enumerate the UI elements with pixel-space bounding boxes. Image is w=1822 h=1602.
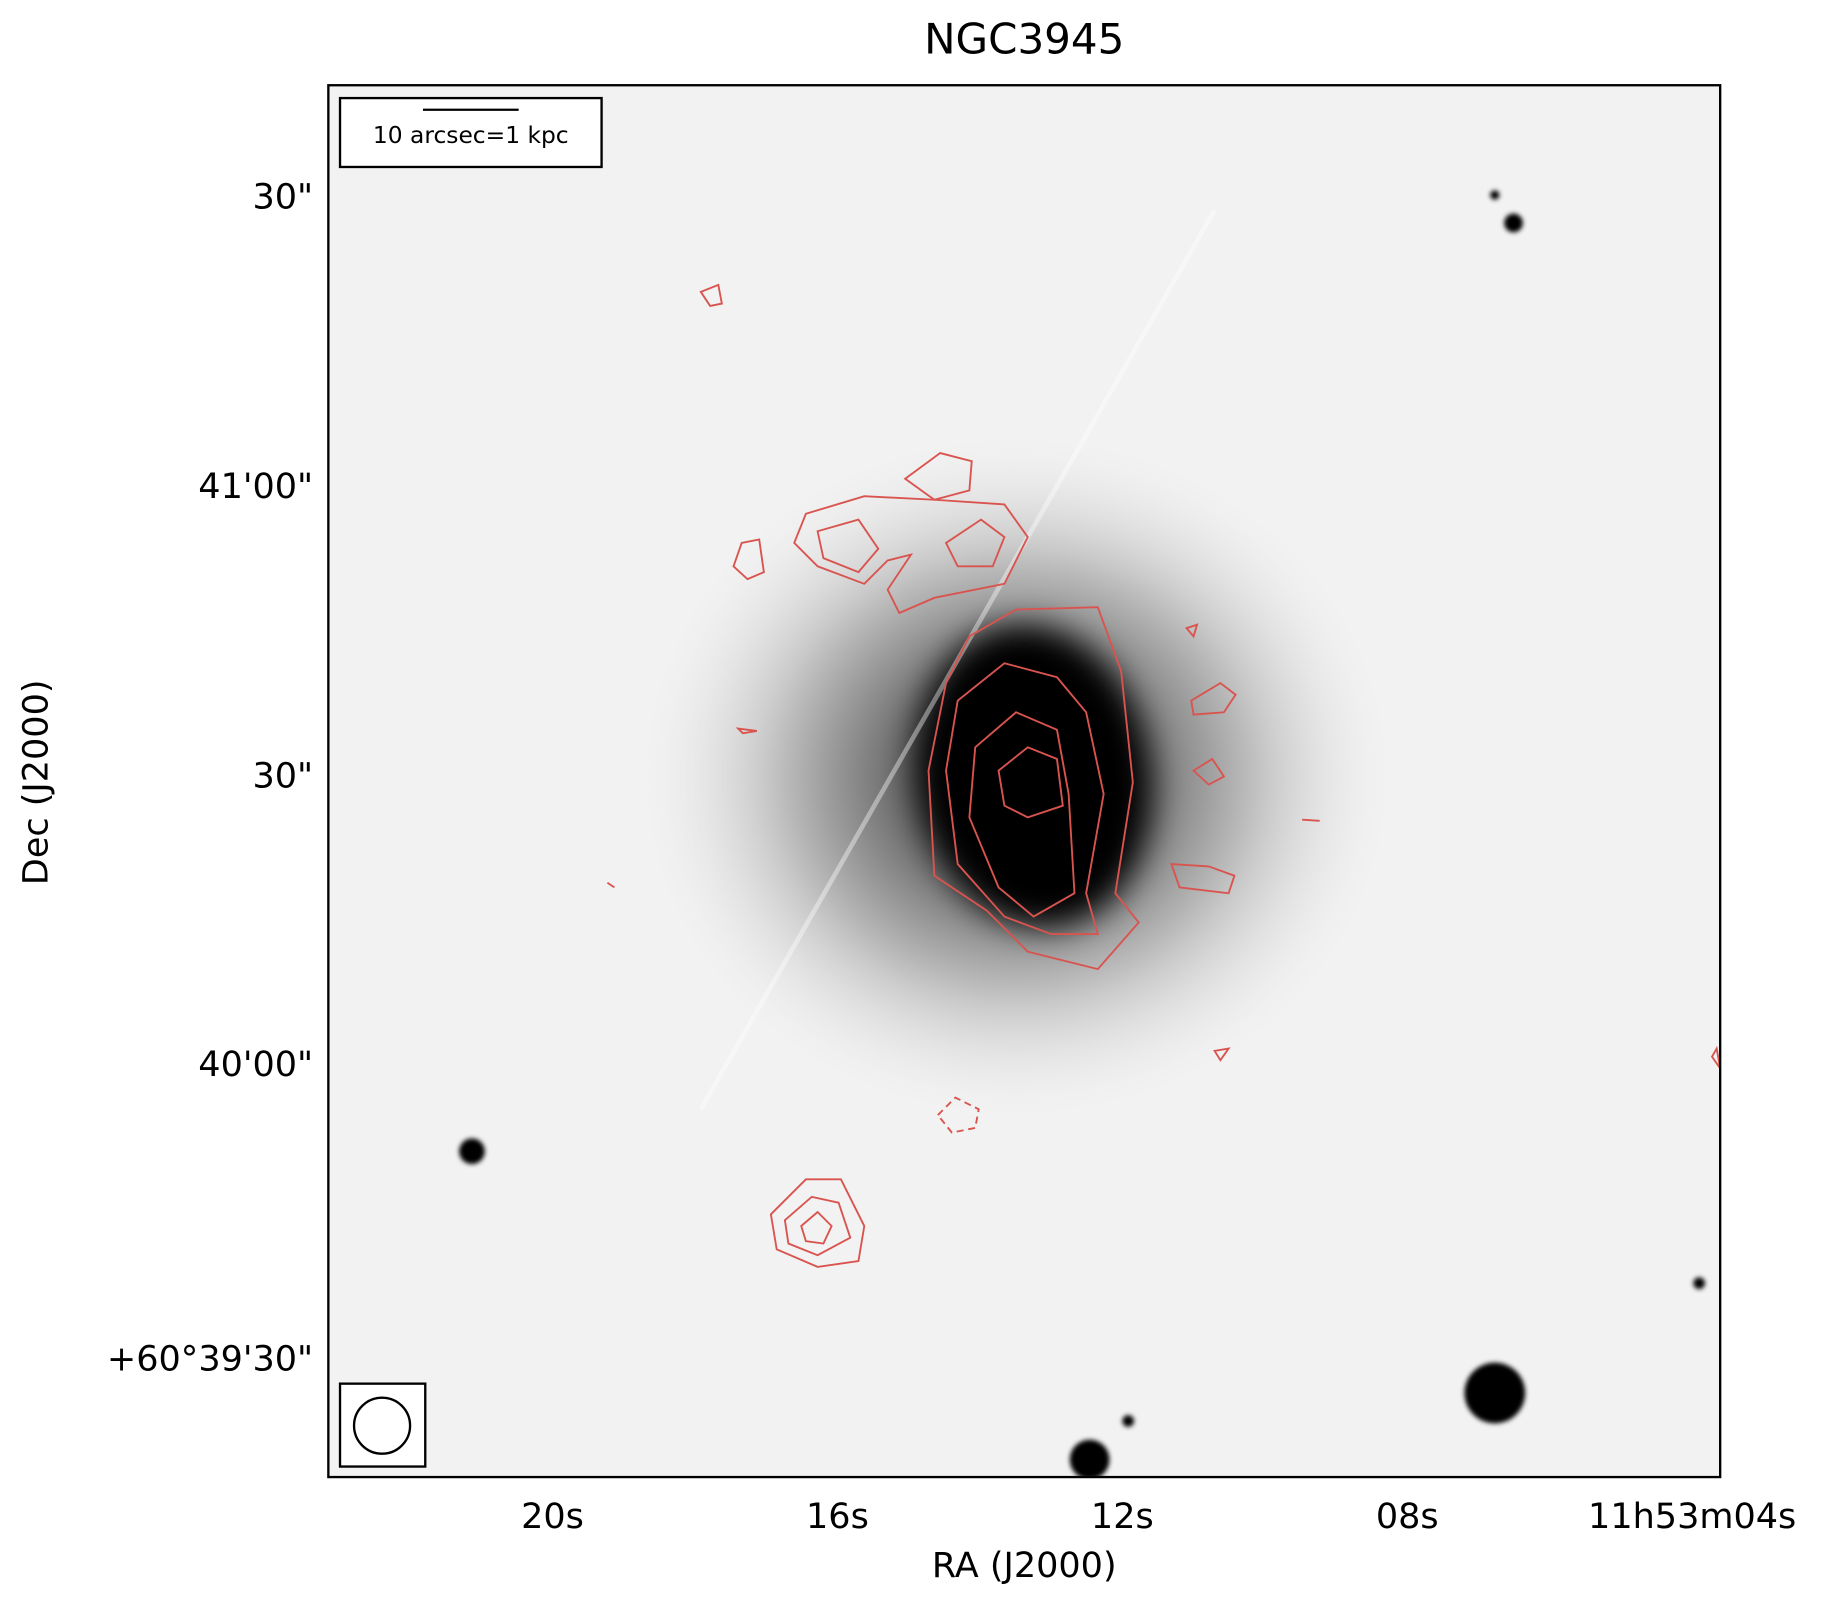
- title: NGC3945: [924, 15, 1124, 64]
- y-tick-label: 30": [252, 756, 313, 797]
- contours: [606, 283, 1721, 1268]
- plot-frame: [327, 84, 1722, 1479]
- x-tick-label: 11h53m04s: [1588, 1496, 1796, 1537]
- y-tick-label: 40'00": [198, 1044, 313, 1085]
- x-tick-label: 08s: [1376, 1496, 1439, 1537]
- sky-image: [328, 85, 1721, 1478]
- x-tick-label: 12s: [1091, 1496, 1154, 1537]
- x-axis-label: RA (J2000): [932, 1545, 1117, 1586]
- y-tick-label: 30": [252, 176, 313, 217]
- ticks: 20s 16s 12s 08s 11h53m04s +60°39'30" 40'00" 30"…: [107, 176, 1796, 1536]
- y-tick-label: +60°39'30": [107, 1338, 313, 1379]
- y-tick-label: 41'00": [198, 466, 313, 507]
- x-tick-label: 20s: [521, 1496, 584, 1537]
- beam: [352, 1396, 412, 1455]
- y-axis-label: Dec (J2000): [16, 679, 57, 885]
- scale-bar-label: 10 arcsec=1 kpc: [373, 121, 569, 149]
- x-tick-label: 16s: [806, 1496, 869, 1537]
